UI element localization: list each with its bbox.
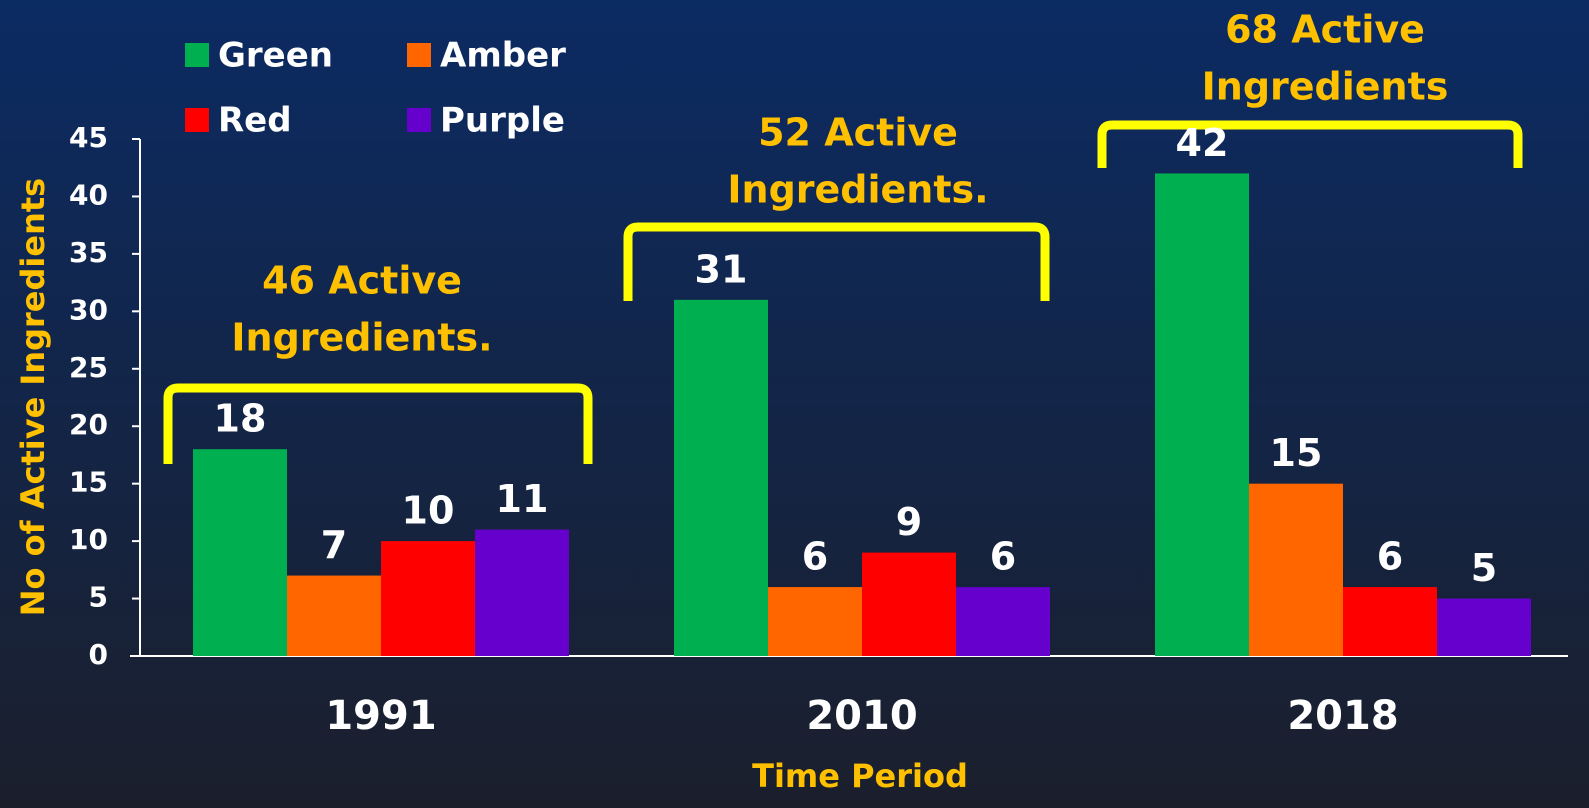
y-tick-label: 5 bbox=[89, 581, 108, 614]
y-axis-title: No of Active Ingredients bbox=[14, 178, 52, 616]
bar bbox=[768, 587, 862, 656]
y-tick-label: 40 bbox=[69, 178, 108, 211]
bar bbox=[1249, 483, 1343, 656]
legend-label: Amber bbox=[440, 36, 566, 76]
annotation: 52 Active bbox=[758, 111, 958, 155]
bar bbox=[674, 299, 768, 656]
y-tick-label: 25 bbox=[69, 351, 108, 384]
y-tick-label: 30 bbox=[69, 293, 108, 326]
legend-label: Green bbox=[218, 36, 333, 76]
legend-swatch bbox=[185, 43, 209, 67]
brackets bbox=[163, 120, 1523, 464]
value-label: 6 bbox=[1377, 535, 1403, 579]
x-tick-label: 2018 bbox=[1287, 693, 1398, 739]
value-label: 9 bbox=[896, 500, 922, 544]
annotation: Ingredients bbox=[1202, 65, 1449, 109]
legend-label: Red bbox=[218, 101, 292, 141]
value-label: 15 bbox=[1270, 431, 1323, 475]
bracket bbox=[1097, 120, 1523, 168]
legend-label: Purple bbox=[440, 101, 565, 141]
bar bbox=[956, 587, 1050, 656]
bracket bbox=[623, 222, 1050, 301]
value-label: 6 bbox=[802, 535, 828, 579]
bracket bbox=[163, 383, 593, 464]
bar bbox=[475, 529, 569, 656]
value-label: 10 bbox=[402, 489, 455, 533]
y-tick-label: 10 bbox=[69, 523, 108, 556]
value-label: 5 bbox=[1471, 546, 1497, 590]
y-tick-label: 45 bbox=[69, 121, 108, 154]
annotation: Ingredients. bbox=[727, 168, 988, 212]
bar bbox=[381, 541, 475, 656]
x-axis-title: Time Period bbox=[752, 757, 968, 795]
bar bbox=[1155, 173, 1249, 656]
value-label: 18 bbox=[214, 397, 267, 441]
legend-swatch bbox=[185, 108, 209, 132]
legend-swatch bbox=[407, 108, 431, 132]
y-tick-label: 15 bbox=[69, 466, 108, 499]
bar bbox=[862, 552, 956, 656]
legend-swatch bbox=[407, 43, 431, 67]
bar bbox=[1343, 587, 1437, 656]
y-tick-label: 20 bbox=[69, 408, 108, 441]
bar bbox=[1437, 598, 1531, 656]
annotation: 46 Active bbox=[262, 259, 462, 303]
value-label: 31 bbox=[695, 247, 748, 291]
value-label: 42 bbox=[1176, 121, 1229, 165]
value-label: 6 bbox=[990, 535, 1016, 579]
y-tick-label: 0 bbox=[89, 638, 108, 671]
value-label: 7 bbox=[321, 523, 347, 567]
x-tick-label: 1991 bbox=[325, 693, 436, 739]
value-label: 11 bbox=[496, 477, 549, 521]
annotation: 68 Active bbox=[1225, 8, 1425, 52]
bar bbox=[287, 575, 381, 656]
y-tick-label: 35 bbox=[69, 236, 108, 269]
bar bbox=[193, 449, 287, 656]
annotation: Ingredients. bbox=[231, 316, 492, 360]
x-tick-label: 2010 bbox=[806, 693, 917, 739]
